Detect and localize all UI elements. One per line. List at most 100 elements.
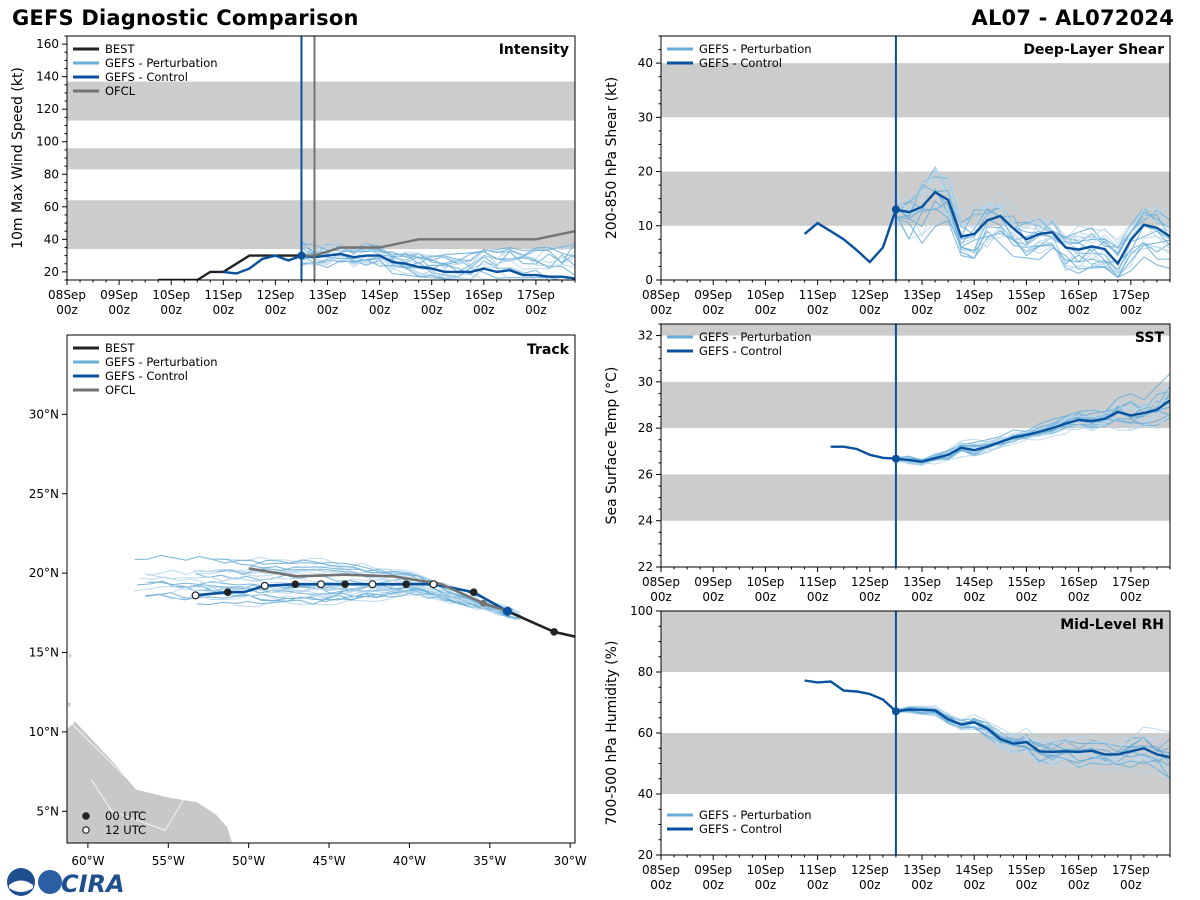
y-tick-label: 140 bbox=[36, 70, 59, 84]
y-tick-label: 5°N bbox=[36, 804, 59, 818]
perturbation-track bbox=[172, 583, 520, 614]
perturbation-member-line bbox=[895, 169, 1170, 245]
marker-00utc bbox=[341, 580, 349, 589]
x-tick-label: 00z bbox=[650, 303, 672, 317]
x-tick-label: 16Sep bbox=[1060, 575, 1098, 589]
y-tick-label: 10 bbox=[638, 219, 653, 233]
x-tick-label: 45°W bbox=[312, 854, 345, 868]
country-border bbox=[111, 810, 166, 831]
x-tick-label: 10Sep bbox=[152, 288, 190, 302]
series-line-gefs-control bbox=[803, 190, 1170, 266]
y-tick-label: 20 bbox=[638, 848, 653, 862]
y-axis-label: 10m Max Wind Speed (kt) bbox=[10, 67, 26, 249]
y-tick-label: 10°N bbox=[29, 725, 59, 739]
x-tick-label: 10Sep bbox=[746, 288, 784, 302]
x-tick-label: 16Sep bbox=[465, 288, 503, 302]
ofcl-marker bbox=[479, 599, 487, 607]
x-tick-label: 00z bbox=[650, 590, 672, 604]
perturbation-member-line bbox=[895, 190, 1170, 256]
panel-title: Track bbox=[527, 342, 570, 358]
legend-label: BEST bbox=[105, 341, 135, 355]
y-tick-label: 30 bbox=[638, 375, 653, 389]
x-tick-label: 11Sep bbox=[799, 863, 837, 877]
x-tick-label: 09Sep bbox=[694, 288, 732, 302]
x-tick-label: 14Sep bbox=[955, 288, 993, 302]
plot-area-sst bbox=[661, 324, 1170, 521]
x-tick-label: 00z bbox=[421, 303, 443, 317]
perturbation-track bbox=[139, 576, 513, 617]
marker-00utc bbox=[223, 588, 232, 596]
legend-label: GEFS - Perturbation bbox=[699, 42, 812, 56]
series-line-gefs-control bbox=[223, 252, 575, 280]
series-line-gefs-control bbox=[830, 399, 1170, 463]
x-tick-label: 09Sep bbox=[694, 575, 732, 589]
y-tick-label: 25°N bbox=[29, 487, 59, 501]
land-south-america bbox=[67, 720, 234, 843]
y-tick-label: 30°N bbox=[29, 407, 59, 421]
perturbation-member-line bbox=[301, 253, 551, 280]
panel-title: SST bbox=[1135, 330, 1165, 346]
x-tick-label: 60°W bbox=[71, 854, 104, 868]
track-line-best bbox=[506, 610, 575, 638]
x-tick-label: 00z bbox=[859, 878, 881, 892]
x-tick-label: 12Sep bbox=[256, 288, 294, 302]
x-tick-label: 16Sep bbox=[1060, 863, 1098, 877]
x-tick-label: 14Sep bbox=[361, 288, 399, 302]
marker-12utc bbox=[429, 580, 438, 589]
threshold-band bbox=[67, 81, 575, 121]
init-marker bbox=[891, 707, 900, 716]
perturbation-member-line bbox=[301, 254, 551, 280]
threshold-band bbox=[661, 324, 1170, 336]
x-tick-label: 00z bbox=[702, 878, 724, 892]
x-tick-label: 00z bbox=[911, 590, 933, 604]
x-tick-label: 00z bbox=[1120, 878, 1142, 892]
x-tick-label: 08Sep bbox=[48, 288, 86, 302]
x-tick-label: 08Sep bbox=[642, 288, 680, 302]
x-tick-label: 09Sep bbox=[100, 288, 138, 302]
page-title: GEFS Diagnostic Comparison bbox=[12, 6, 359, 30]
x-tick-label: 13Sep bbox=[903, 575, 941, 589]
x-tick-label: 00z bbox=[650, 878, 672, 892]
y-axis-label: 200-850 hPa Shear (kt) bbox=[604, 77, 620, 239]
threshold-band bbox=[67, 148, 575, 170]
x-tick-label: 00z bbox=[963, 303, 985, 317]
perturbation-member-line bbox=[895, 207, 1170, 279]
control-init-marker bbox=[502, 606, 512, 616]
init-marker bbox=[297, 251, 306, 260]
perturbation-member-line bbox=[895, 183, 1170, 249]
x-tick-label: 50°W bbox=[232, 854, 265, 868]
y-tick-label: 60 bbox=[44, 200, 59, 214]
marker-12utc bbox=[317, 580, 326, 589]
y-tick-label: 30 bbox=[638, 110, 653, 124]
x-tick-label: 17Sep bbox=[1112, 575, 1150, 589]
x-tick-label: 00z bbox=[1016, 590, 1038, 604]
perturbation-track bbox=[158, 590, 507, 613]
x-tick-label: 13Sep bbox=[903, 288, 941, 302]
country-border bbox=[90, 779, 113, 812]
land-island bbox=[67, 701, 71, 708]
perturbation-track bbox=[133, 585, 508, 613]
x-tick-label: 13Sep bbox=[309, 288, 347, 302]
x-tick-label: 14Sep bbox=[955, 863, 993, 877]
x-tick-label: 40°W bbox=[393, 854, 426, 868]
panel-title: Mid-Level RH bbox=[1060, 617, 1164, 633]
x-tick-label: 00z bbox=[911, 878, 933, 892]
x-tick-label: 00z bbox=[1068, 878, 1090, 892]
panel-shear: 01020304008Sep00z09Sep00z10Sep00z11Sep00… bbox=[604, 35, 1171, 317]
y-tick-label: 26 bbox=[638, 467, 653, 481]
x-tick-label: 00z bbox=[859, 590, 881, 604]
x-tick-label: 00z bbox=[963, 878, 985, 892]
x-tick-label: 00z bbox=[160, 303, 182, 317]
perturbation-track bbox=[214, 558, 511, 619]
x-tick-label: 17Sep bbox=[517, 288, 555, 302]
x-tick-label: 00z bbox=[702, 590, 724, 604]
y-tick-label: 15°N bbox=[29, 646, 59, 660]
x-tick-label: 17Sep bbox=[1112, 863, 1150, 877]
perturbation-member-line bbox=[895, 707, 1170, 759]
x-tick-label: 00z bbox=[1016, 303, 1038, 317]
y-tick-label: 24 bbox=[638, 514, 653, 528]
x-tick-label: 55°W bbox=[152, 854, 185, 868]
perturbation-member-line bbox=[301, 242, 575, 266]
x-tick-label: 00z bbox=[265, 303, 287, 317]
